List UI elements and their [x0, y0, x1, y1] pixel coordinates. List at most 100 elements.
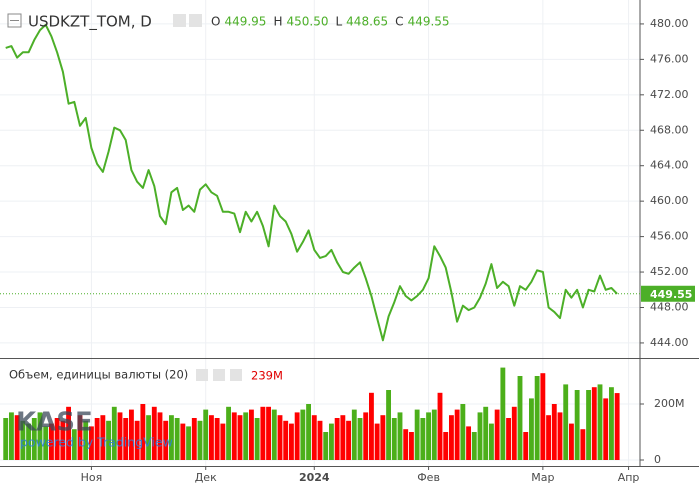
volume-bar: [574, 390, 580, 460]
volume-bar: [220, 423, 226, 460]
volume-bar: [449, 415, 454, 460]
volume-bar: [89, 426, 94, 460]
volume-bar: [511, 406, 517, 460]
volume-bar: [271, 409, 277, 460]
volume-bar: [609, 387, 614, 460]
x-tick-label: Мар: [531, 471, 554, 484]
volume-bar: [363, 412, 369, 460]
volume-bar: [37, 412, 43, 460]
y-tick-label: 464.00: [650, 159, 689, 172]
chart-title: USDKZT_TOM, D: [28, 13, 152, 32]
volume-bar: [483, 406, 489, 460]
volume-bar: [83, 420, 89, 460]
ohlc-key: C: [395, 15, 403, 29]
volume-bar: [100, 415, 106, 460]
volume-bar: [180, 423, 186, 460]
volume-legend: Объем, единицы валюты (20): [9, 368, 188, 382]
ohlc-value: 450.50: [286, 15, 328, 29]
volume-bar: [254, 418, 260, 460]
volume-bar: [197, 420, 203, 460]
volume-bar: [466, 426, 471, 460]
volume-bar: [71, 429, 77, 460]
last-price-box: [641, 285, 695, 302]
volume-bar: [597, 384, 603, 460]
volume-bar: [409, 432, 414, 460]
collapse-icon[interactable]: [7, 13, 22, 28]
volume-bar: [551, 404, 557, 460]
x-tick-label: 2024: [299, 471, 330, 484]
volume-bar: [94, 418, 100, 460]
volume-bar: [500, 367, 506, 460]
volume-bar: [460, 404, 466, 460]
volume-bar: [26, 423, 31, 460]
volume-bar: [546, 415, 551, 460]
volume-bar: [146, 415, 151, 460]
volume-bar: [471, 432, 477, 460]
volume-bar: [203, 409, 209, 460]
ohlc-key: H: [273, 15, 282, 29]
volume-bar: [191, 418, 197, 460]
y2-tick-label: 200M: [654, 397, 685, 410]
volume-bar: [266, 406, 271, 460]
volume-bar: [20, 420, 26, 460]
volume-bar: [351, 409, 357, 460]
volume-bar: [317, 420, 323, 460]
volume-bar: [311, 415, 317, 460]
volume-bar: [243, 412, 249, 460]
volume-bar: [231, 412, 237, 460]
volume-bar: [66, 406, 71, 460]
volume-bar: [174, 418, 180, 460]
volume-bar: [60, 420, 66, 460]
volume-bar: [306, 404, 311, 460]
volume-bar: [477, 412, 483, 460]
last-price-label: 449.55: [650, 288, 692, 301]
volume-bar: [334, 418, 340, 460]
volume-bar: [214, 418, 220, 460]
volume-bar: [129, 409, 134, 460]
ohlc-value: 449.95: [224, 15, 266, 29]
watermark-logo: KASE: [16, 408, 93, 438]
marks: [3, 23, 620, 460]
volume-bar: [163, 420, 169, 460]
volume-bar: [186, 426, 191, 460]
ohlc-key: O: [211, 15, 220, 29]
volume-bar: [117, 412, 123, 460]
volume-bar: [357, 418, 363, 460]
volume-bar: [443, 432, 449, 460]
volume-bar: [563, 384, 569, 460]
y-tick-label: 468.00: [650, 123, 689, 136]
menu-icon[interactable]: [189, 14, 202, 27]
y-tick-label: 444.00: [650, 336, 689, 349]
volume-bar: [54, 418, 60, 460]
watermark-text: powered by TradingView: [20, 435, 173, 450]
visibility-icon[interactable]: [196, 369, 208, 381]
volume-bar: [106, 420, 111, 460]
volume-bar: [209, 415, 214, 460]
volume-bar: [77, 415, 83, 460]
volume-bar: [249, 409, 254, 460]
volume-bar: [323, 432, 329, 460]
settings-icon[interactable]: [213, 369, 225, 381]
volume-bar: [140, 404, 146, 460]
x-tick-label: Фев: [417, 471, 440, 484]
volume-bar: [237, 415, 243, 460]
close-icon[interactable]: [230, 369, 242, 381]
volume-bar: [557, 412, 563, 460]
volume-bar: [3, 418, 9, 460]
volume-bar: [603, 398, 609, 460]
volume-bar: [569, 423, 574, 460]
volume-bar: [260, 406, 266, 460]
x-tick-label: Ноя: [81, 471, 103, 484]
volume-bar: [123, 418, 129, 460]
settings-icon[interactable]: [173, 14, 186, 27]
volume-bar: [111, 406, 117, 460]
y-tick-label: 452.00: [650, 265, 689, 278]
volume-bar: [426, 412, 431, 460]
volume-bar: [517, 376, 523, 460]
volume-last-value: 239M: [251, 369, 283, 383]
volume-bar: [283, 420, 289, 460]
volume-bar: [414, 409, 420, 460]
y-tick-label: 448.00: [650, 300, 689, 313]
